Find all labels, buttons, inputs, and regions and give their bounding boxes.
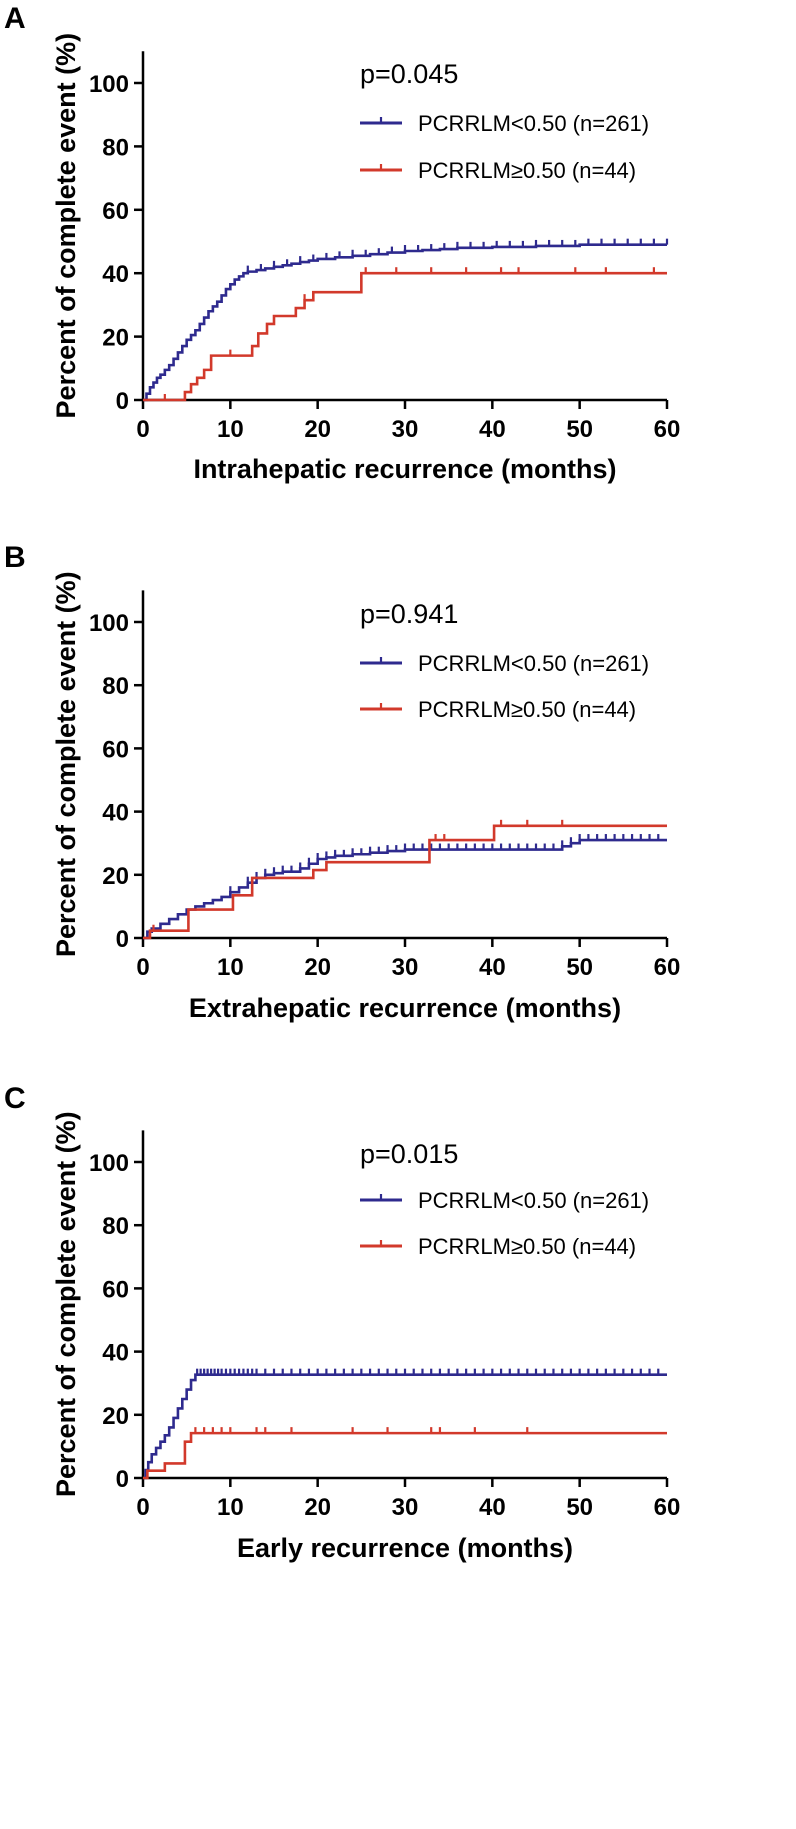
x-tick-label: 60: [654, 416, 681, 443]
x-tick-label: 20: [304, 416, 331, 443]
y-tick-label: 0: [116, 926, 129, 953]
x-tick-label: 50: [566, 954, 593, 981]
y-tick-label: 20: [102, 325, 129, 352]
y-axis-title: Percent of complete event (%): [51, 1111, 81, 1497]
legend-label: PCRRLM≥0.50 (n=44): [418, 697, 636, 722]
p-value-label: p=0.941: [360, 599, 458, 629]
series-line-2: [143, 1431, 667, 1480]
x-tick-label: 60: [654, 954, 681, 981]
y-tick-label: 80: [102, 134, 129, 161]
x-axis-title: Early recurrence (months): [237, 1533, 573, 1563]
y-tick-label: 100: [89, 610, 129, 637]
y-tick-label: 40: [102, 261, 129, 288]
x-tick-label: 0: [136, 416, 149, 443]
y-tick-label: 20: [102, 863, 129, 890]
y-tick-label: 100: [89, 1150, 129, 1177]
y-tick-label: 60: [102, 736, 129, 763]
y-tick-label: 0: [116, 1466, 129, 1493]
legend-label: PCRRLM<0.50 (n=261): [418, 1188, 649, 1213]
y-axis-title: Percent of complete event (%): [51, 33, 81, 419]
chart-panel-a: A 0 20 40 60 80 100 0 10 20 30 40 50 60 Intrahepatic r…: [4, 2, 680, 484]
x-axis-title: Extrahepatic recurrence (months): [189, 993, 621, 1023]
x-tick-label: 0: [136, 1494, 149, 1521]
legend-label: PCRRLM≥0.50 (n=44): [418, 158, 636, 183]
legend-label: PCRRLM<0.50 (n=261): [418, 111, 649, 136]
series-line-1: [143, 838, 667, 940]
legend-label: PCRRLM<0.50 (n=261): [418, 651, 649, 676]
x-tick-label: 30: [392, 954, 419, 981]
x-tick-label: 30: [392, 416, 419, 443]
series-line-2: [143, 824, 667, 940]
x-tick-label: 50: [566, 1494, 593, 1521]
x-tick-label: 40: [479, 954, 506, 981]
y-axis-title: Percent of complete event (%): [51, 571, 81, 957]
y-tick-label: 80: [102, 1213, 129, 1240]
x-tick-label: 20: [304, 954, 331, 981]
legend-label: PCRRLM≥0.50 (n=44): [418, 1234, 636, 1259]
x-tick-label: 60: [654, 1494, 681, 1521]
y-tick-label: 60: [102, 198, 129, 225]
x-tick-label: 0: [136, 954, 149, 981]
x-tick-label: 10: [217, 954, 244, 981]
y-tick-label: 40: [102, 1340, 129, 1367]
y-tick-label: 100: [89, 71, 129, 98]
x-tick-label: 50: [566, 416, 593, 443]
p-value-label: p=0.045: [360, 59, 458, 89]
y-tick-label: 0: [116, 388, 129, 415]
y-tick-label: 40: [102, 800, 129, 827]
series-line-2: [143, 271, 667, 402]
y-tick-label: 60: [102, 1276, 129, 1303]
x-tick-label: 10: [217, 1494, 244, 1521]
y-tick-label: 80: [102, 673, 129, 700]
chart-panel-b: B 0 20 40 60 80 100 0 10 20 30 40 50 60 Extrahepatic r…: [4, 541, 680, 1023]
x-axis-title: Intrahepatic recurrence (months): [193, 454, 616, 484]
x-tick-label: 40: [479, 1494, 506, 1521]
chart-panel-c: C 0 20 40 60 80 100 0 10 20 30 40 50 60 Early recurren…: [4, 1082, 680, 1563]
x-tick-label: 20: [304, 1494, 331, 1521]
panel-letter: A: [4, 2, 26, 35]
panel-letter: B: [4, 541, 26, 574]
series-line-1: [143, 1373, 667, 1480]
x-tick-label: 10: [217, 416, 244, 443]
x-tick-label: 30: [392, 1494, 419, 1521]
y-tick-label: 20: [102, 1403, 129, 1430]
panel-letter: C: [4, 1082, 26, 1115]
p-value-label: p=0.015: [360, 1139, 458, 1169]
series-line-1: [143, 243, 667, 402]
x-tick-label: 40: [479, 416, 506, 443]
